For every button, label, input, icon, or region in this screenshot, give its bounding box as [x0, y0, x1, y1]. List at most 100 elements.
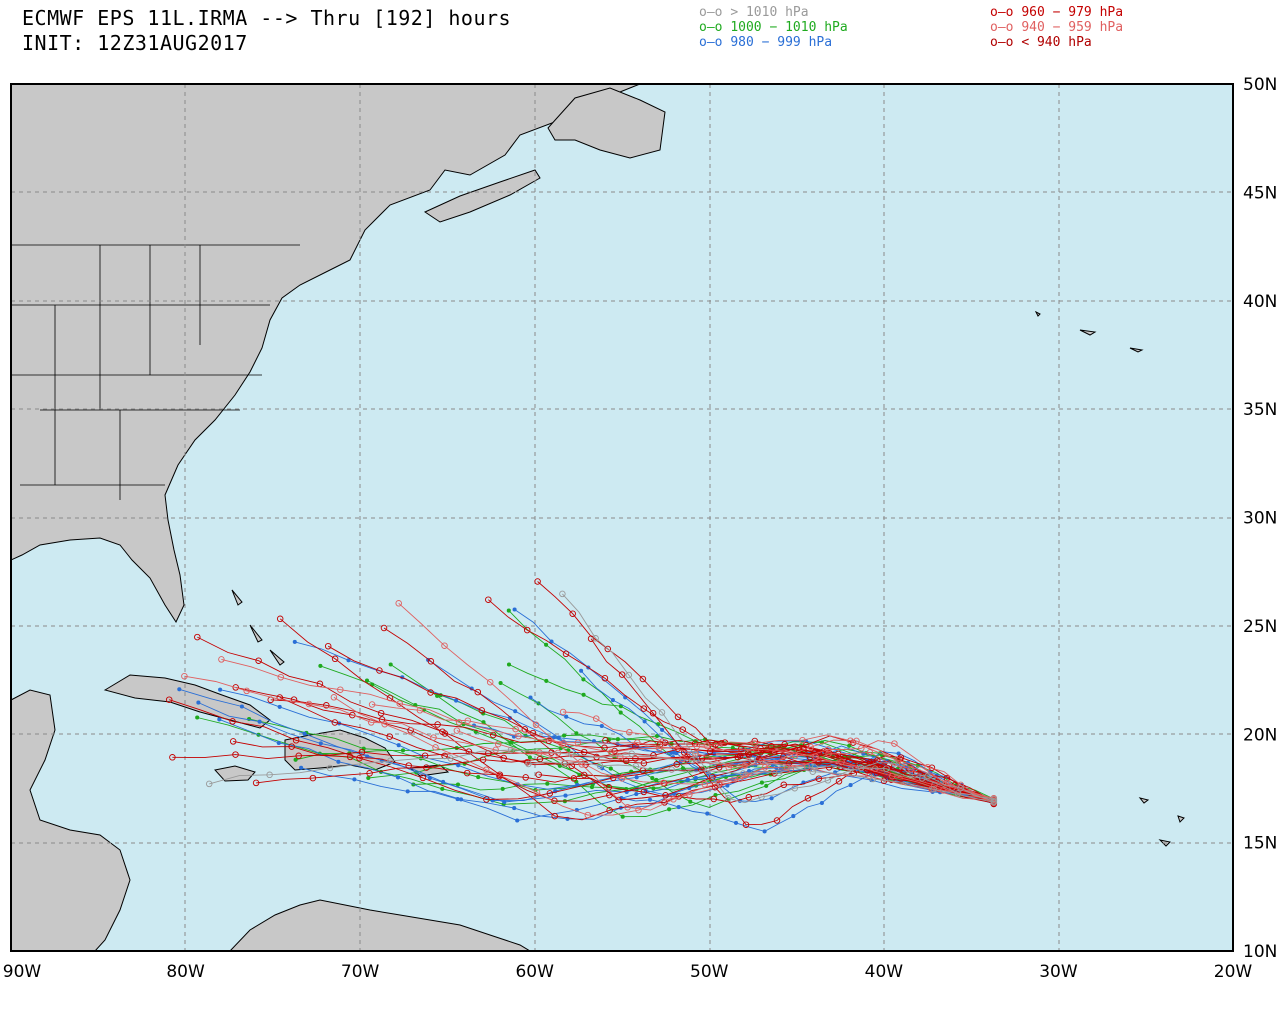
- track-point: [336, 759, 341, 764]
- track-point: [769, 796, 774, 801]
- member-track: [256, 743, 995, 805]
- track-point: [574, 731, 579, 736]
- track-point: [506, 608, 511, 613]
- track-point: [815, 775, 823, 782]
- track-point: [387, 757, 394, 765]
- legend-marker: o—o: [990, 20, 1014, 35]
- track-point: [620, 814, 625, 819]
- track-point: [703, 742, 711, 750]
- track-point: [330, 694, 338, 701]
- track-point: [546, 790, 554, 797]
- member-track: [220, 689, 994, 805]
- track-point: [617, 753, 624, 761]
- track-point: [781, 741, 788, 748]
- track-point: [957, 781, 964, 789]
- track-point: [512, 725, 519, 733]
- track-point: [388, 662, 393, 667]
- track-point: [582, 761, 589, 768]
- track-point: [758, 757, 766, 764]
- track-point: [824, 777, 832, 784]
- track-point: [589, 785, 595, 790]
- track-point: [809, 768, 817, 775]
- track-point: [302, 731, 307, 736]
- track-point: [277, 704, 282, 709]
- track-point: [337, 686, 344, 693]
- legend-marker: o—o: [699, 35, 723, 50]
- bahamas: [231, 589, 285, 666]
- track-point: [655, 745, 663, 752]
- track-point: [709, 743, 717, 750]
- track-point: [346, 753, 354, 761]
- track-point: [352, 777, 357, 782]
- track-point: [680, 766, 686, 771]
- nova-scotia: [423, 169, 541, 223]
- lat-label: 20N: [1243, 725, 1277, 745]
- track-point: [800, 746, 807, 753]
- lat-label: 25N: [1243, 617, 1277, 637]
- track-point: [239, 704, 244, 709]
- track-point: [693, 743, 701, 750]
- track-point: [500, 754, 507, 762]
- track-point: [455, 782, 461, 787]
- track-point: [293, 757, 298, 762]
- track-point: [364, 678, 370, 683]
- track-point: [606, 791, 613, 799]
- lat-label: 50N: [1243, 75, 1277, 95]
- track-point: [924, 772, 931, 780]
- track-point: [639, 675, 647, 683]
- track-point: [704, 767, 711, 774]
- lat-labels: 10N 15N 20N 25N 30N 35N 40N 45N 50N: [1243, 75, 1277, 962]
- lat-label: 10N: [1243, 942, 1277, 962]
- track-point: [679, 755, 686, 763]
- track-point: [608, 766, 613, 771]
- track-point: [954, 790, 962, 797]
- track-point: [990, 795, 998, 803]
- track-point: [489, 731, 497, 739]
- track-point: [512, 607, 517, 612]
- track-point: [528, 695, 533, 700]
- track-point: [536, 755, 544, 763]
- track-point: [888, 776, 895, 783]
- lon-label: 40W: [865, 962, 904, 982]
- track-point: [430, 734, 437, 741]
- track-point: [725, 795, 732, 802]
- track-point: [667, 807, 672, 812]
- legend-entry-980-999: o—o 980 − 999 hPa: [699, 35, 832, 50]
- track-point: [512, 806, 517, 811]
- track-point: [243, 687, 250, 695]
- track-point: [710, 795, 718, 803]
- lat-label: 30N: [1243, 509, 1277, 529]
- track-point: [276, 694, 284, 701]
- lon-label: 50W: [690, 962, 729, 982]
- track-point: [356, 754, 363, 762]
- track-point: [920, 773, 928, 780]
- track-point: [674, 713, 682, 721]
- map-frame: [10, 83, 1234, 952]
- track-point: [615, 796, 622, 804]
- track-point: [395, 775, 401, 780]
- track-point: [492, 746, 499, 754]
- track-point: [659, 738, 666, 745]
- legend-entry-gt1010: o—o > 1010 hPa: [699, 5, 809, 20]
- track-point: [647, 797, 653, 802]
- track-point: [752, 745, 760, 753]
- track-point: [618, 710, 623, 715]
- track-point: [592, 635, 599, 642]
- track-point: [759, 780, 764, 785]
- track-point: [770, 749, 778, 756]
- track-point: [257, 719, 262, 724]
- track-point: [592, 715, 600, 722]
- track-point: [515, 818, 520, 823]
- track-point: [427, 689, 434, 696]
- track-point: [825, 764, 833, 771]
- track-point: [525, 760, 532, 768]
- track-point: [596, 762, 604, 770]
- track-point: [232, 684, 239, 691]
- track-point: [318, 741, 323, 746]
- track-point: [560, 760, 568, 767]
- track-point: [811, 764, 819, 771]
- track-point: [169, 754, 176, 761]
- newfoundland: [547, 87, 666, 159]
- track-point: [866, 749, 874, 756]
- track-point: [562, 650, 570, 658]
